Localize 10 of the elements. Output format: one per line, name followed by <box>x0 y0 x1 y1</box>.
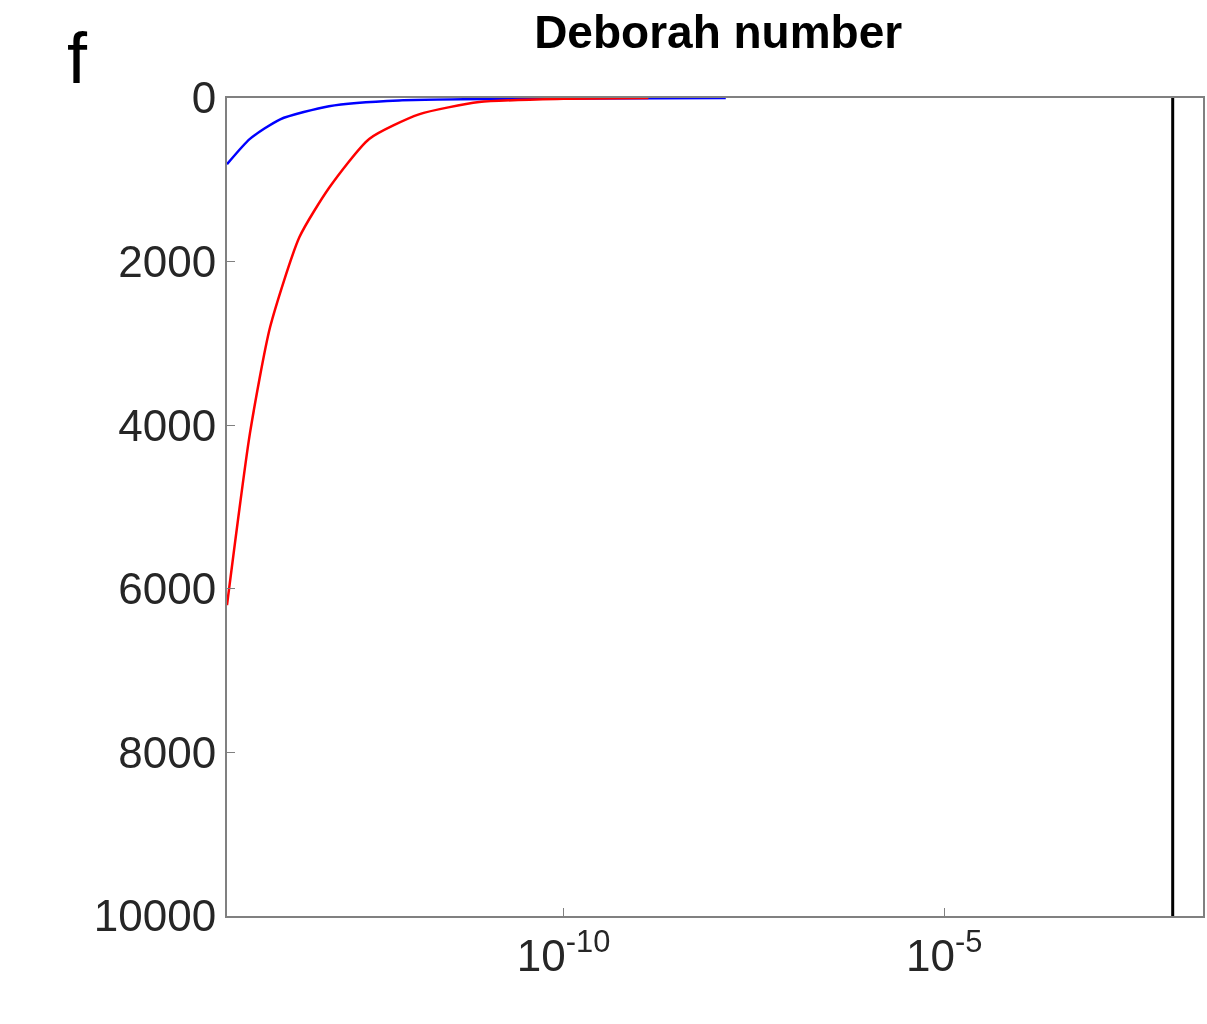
y-tick-label: 0 <box>191 73 217 123</box>
chart-title: Deborah number <box>534 5 903 58</box>
y-tick-label: 10000 <box>93 891 217 941</box>
text: f <box>67 18 88 98</box>
y-tick-label: 2000 <box>118 237 217 286</box>
x-tick-label: 10$^{-10}$ <box>516 924 611 980</box>
y-tick-label: 6000 <box>118 564 217 614</box>
y-tick-label: 4000 <box>118 400 217 450</box>
y-tick-label: 8000 <box>118 727 217 777</box>
x-tick-label: 10$^{-5}$ <box>906 924 983 980</box>
